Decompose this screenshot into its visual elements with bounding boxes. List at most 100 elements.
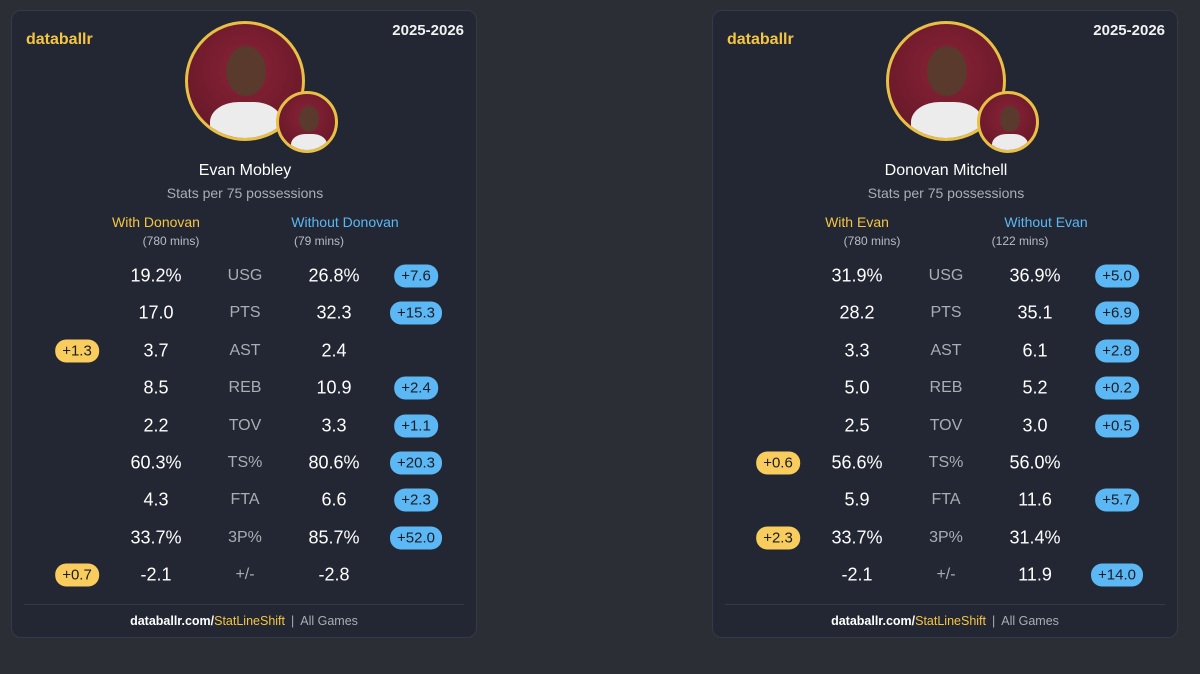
with-header: With Evan [825, 214, 889, 230]
stat-label: TOV [228, 416, 262, 434]
without-header: Without Evan [1004, 214, 1088, 230]
player-name: Donovan Mitchell [884, 162, 1008, 179]
without-value: 10.9 [316, 377, 352, 398]
with-diff-pill: +0.6 [756, 451, 800, 475]
footer-link: StatLineShift [915, 614, 987, 628]
without-minutes: (79 mins) [293, 234, 345, 248]
stat-label: FTA [230, 491, 260, 509]
with-value: 56.6% [831, 452, 883, 473]
without-value: 56.0% [1009, 452, 1061, 473]
stat-label: REB [228, 379, 262, 397]
without-value: 85.7% [308, 527, 360, 548]
footer: databallr.com/StatLineShift | All Games [12, 614, 476, 628]
without-diff-pill: +20.3 [390, 451, 442, 475]
stat-label: +/- [235, 566, 255, 584]
without-diff-pill: +6.9 [1095, 301, 1139, 325]
season: 2025-2026 [1093, 22, 1165, 39]
without-value: 36.9% [1009, 265, 1061, 286]
stat-label: AST [229, 341, 261, 359]
without-value: 32.3 [316, 302, 352, 323]
with-value: 60.3% [130, 452, 182, 473]
without-value: 5.2 [1022, 377, 1048, 398]
without-value: 31.4% [1009, 527, 1061, 548]
without-header: Without Donovan [291, 214, 399, 230]
with-value: 31.9% [831, 265, 883, 286]
without-diff-pill: +0.2 [1095, 376, 1139, 400]
stat-label: 3P% [228, 528, 262, 546]
subtitle: Stats per 75 possessions [166, 185, 324, 201]
without-value: 3.0 [1022, 415, 1048, 436]
without-value: 26.8% [308, 265, 360, 286]
without-value: 2.4 [321, 340, 347, 361]
avatar-head [299, 106, 319, 132]
stat-card: databallr 2025-2026 Donovan Mitchell Stats … [712, 10, 1178, 638]
footer-site: databallr.com/ [130, 614, 215, 628]
with-diff-pill: +1.3 [55, 339, 99, 363]
without-diff-pill: +5.7 [1095, 488, 1139, 512]
with-value: 5.0 [844, 377, 870, 398]
footer-separator: | [291, 614, 295, 628]
stat-label: TS% [227, 454, 263, 471]
with-value: 33.7% [130, 527, 182, 548]
without-diff-pill: +2.3 [394, 488, 438, 512]
footer-separator: | [992, 614, 996, 628]
without-diff-pill: +52.0 [390, 526, 442, 550]
avatar-jersey [992, 134, 1028, 150]
teammate-avatar [276, 91, 338, 153]
stat-label: USG [928, 267, 964, 284]
without-diff-pill: +2.8 [1095, 339, 1139, 363]
with-value: -2.1 [140, 564, 172, 585]
with-header: With Donovan [112, 214, 200, 230]
with-value: 4.3 [143, 489, 169, 510]
with-value: -2.1 [841, 564, 873, 585]
stat-label: REB [929, 379, 963, 397]
without-value: 6.6 [321, 489, 347, 510]
stat-label: TOV [929, 416, 963, 434]
with-value: 28.2 [839, 302, 875, 323]
with-value: 19.2% [130, 265, 182, 286]
without-value: 11.9 [1018, 564, 1052, 585]
without-diff-pill: +0.5 [1095, 414, 1139, 438]
avatar-head [1000, 106, 1020, 132]
with-value: 2.2 [143, 415, 169, 436]
teammate-avatar [977, 91, 1039, 153]
stat-label: FTA [931, 491, 961, 509]
with-diff-pill: +0.7 [55, 563, 99, 587]
avatar-jersey [291, 134, 327, 150]
without-value: 6.1 [1022, 340, 1048, 361]
brand: databallr [26, 31, 93, 48]
divider [24, 604, 464, 605]
without-minutes: (122 mins) [991, 234, 1049, 248]
without-diff-pill: +14.0 [1091, 563, 1143, 587]
divider [725, 604, 1165, 605]
player-name: Evan Mobley [198, 162, 292, 179]
footer: databallr.com/StatLineShift | All Games [713, 614, 1177, 628]
without-diff-pill: +2.4 [394, 376, 438, 400]
without-value: -2.8 [318, 564, 350, 585]
avatar-jersey [911, 102, 983, 138]
without-value: 11.6 [1018, 489, 1052, 510]
with-value: 8.5 [143, 377, 169, 398]
footer-site: databallr.com/ [831, 614, 916, 628]
with-value: 2.5 [844, 415, 870, 436]
avatar-jersey [210, 102, 282, 138]
avatar-head [927, 46, 967, 96]
season: 2025-2026 [392, 22, 464, 39]
stat-label: PTS [229, 304, 261, 322]
footer-scope: All Games [1001, 614, 1059, 628]
footer-scope: All Games [300, 614, 358, 628]
stat-label: AST [930, 341, 962, 359]
without-value: 80.6% [308, 452, 360, 473]
without-diff-pill: +15.3 [390, 301, 442, 325]
with-minutes: (780 mins) [142, 234, 200, 248]
with-diff-pill: +2.3 [756, 526, 800, 550]
player-avatar [185, 21, 305, 141]
without-diff-pill: +5.0 [1095, 264, 1139, 288]
stat-card: databallr 2025-2026 Evan Mobley Stats per 7… [11, 10, 477, 638]
stat-label: TS% [928, 454, 964, 471]
footer-link: StatLineShift [214, 614, 286, 628]
with-value: 3.7 [143, 340, 169, 361]
without-diff-pill: +7.6 [394, 264, 438, 288]
stat-label: +/- [936, 566, 956, 584]
